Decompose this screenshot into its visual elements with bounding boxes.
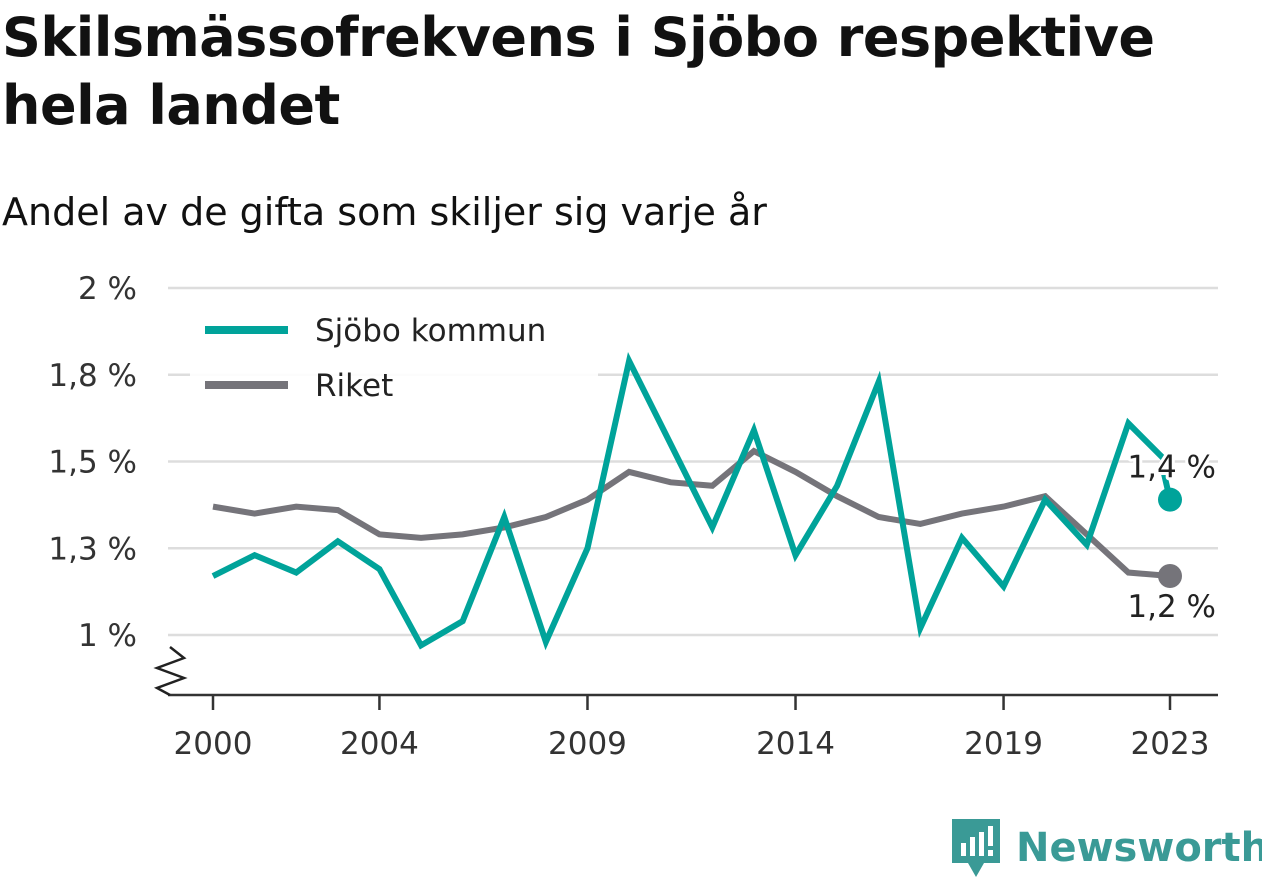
end-point-0 (1158, 487, 1182, 512)
x-tick-label: 2023 (1131, 726, 1210, 762)
end-point-1 (1158, 564, 1182, 589)
y-axis-ticks: 1 % 1,3 % 1,5 % 1,8 % 2 % (48, 271, 137, 654)
end-value-label-0: 1,4 % (1127, 450, 1216, 486)
end-value-label-1: 1,2 % (1127, 589, 1216, 625)
y-tick-label: 1 % (78, 618, 137, 654)
legend-background (190, 302, 598, 414)
x-tick-label: 2014 (756, 726, 835, 762)
legend-label-riket: Riket (315, 368, 393, 404)
x-axis (153, 646, 1218, 697)
y-axis-break-icon (153, 646, 188, 697)
x-tick-label: 2004 (340, 726, 419, 762)
legend-label-sjobo: Sjöbo kommun (315, 313, 546, 349)
series-line-0 (211, 351, 1173, 651)
legend: Sjöbo kommun Riket (190, 302, 598, 414)
x-axis-ticks: 2000 2004 2009 2014 2019 2023 (174, 695, 1210, 762)
x-tick-label: 2000 (174, 726, 253, 762)
y-tick-label: 1,5 % (48, 445, 137, 481)
end-markers: 1,4 % 1,2 % (1124, 447, 1219, 628)
y-tick-label: 1,8 % (48, 358, 137, 394)
newsworthy-logo-icon (952, 819, 1000, 877)
x-tick-label: 2019 (964, 726, 1043, 762)
chart-subtitle: Andel av de gifta som skiljer sig varje … (2, 190, 767, 234)
y-tick-label: 2 % (78, 271, 137, 307)
brand-name: Newsworthy (1016, 825, 1262, 871)
series-lines (211, 351, 1173, 651)
x-tick-label: 2009 (548, 726, 627, 762)
chart-title: Skilsmässofrekvens i Sjöbo respektive he… (2, 6, 1155, 137)
brand-logo: Newsworthy (950, 818, 1262, 878)
y-tick-label: 1,3 % (48, 531, 137, 567)
